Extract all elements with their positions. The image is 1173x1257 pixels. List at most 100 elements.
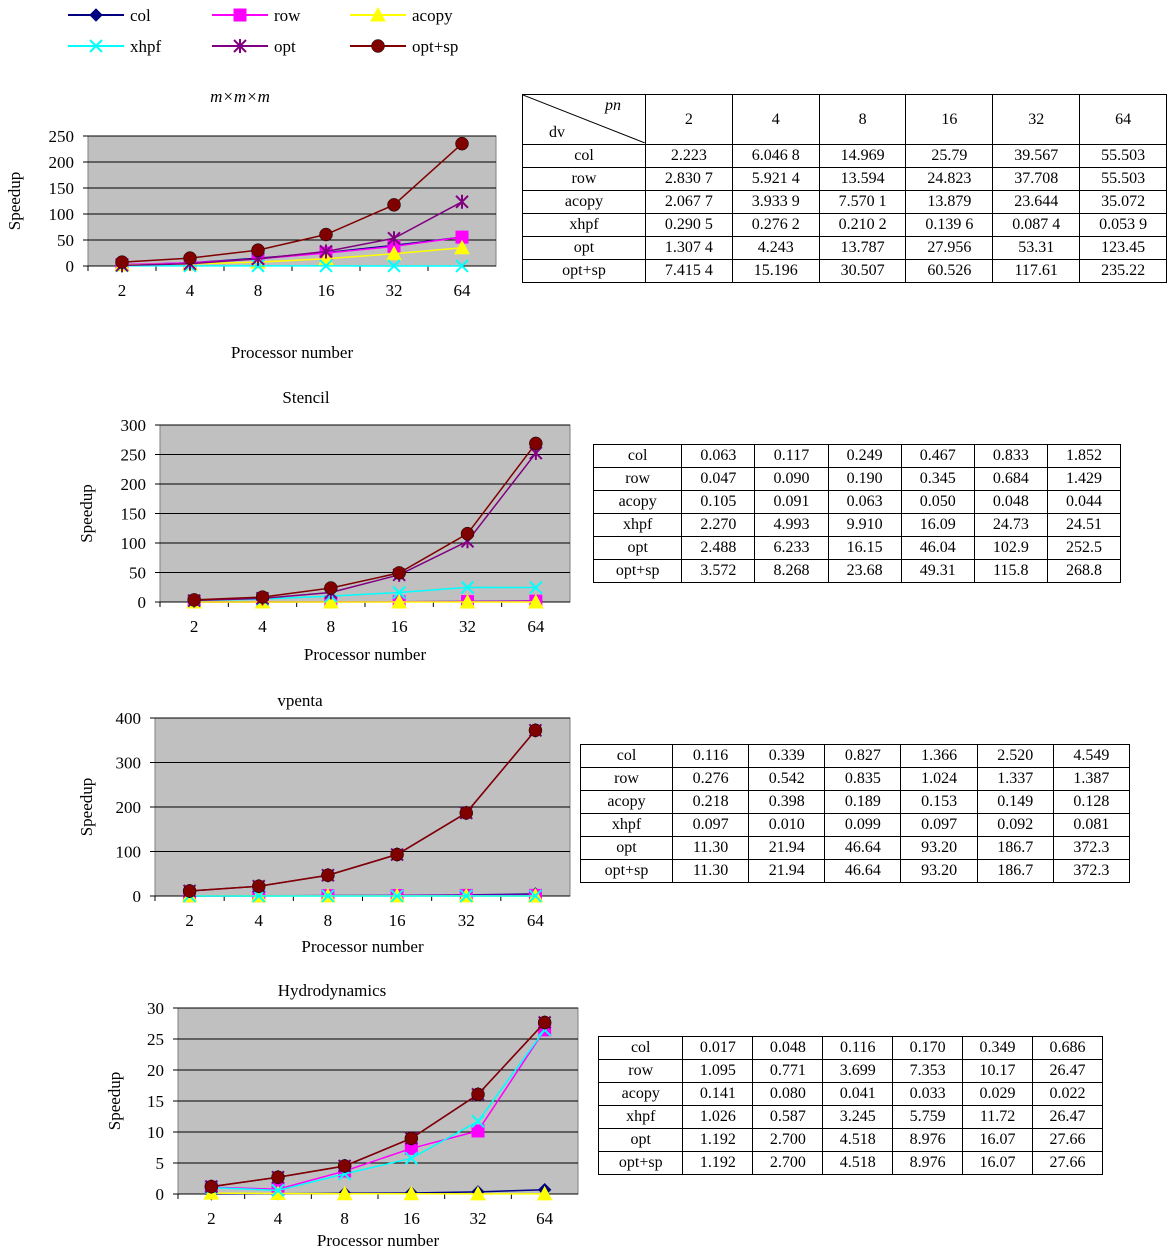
table-row: opt 1.192 2.700 4.518 8.976 16.07 27.66 [597,1128,1103,1152]
row-label-cell: xhpf [579,813,674,837]
value-cell: 0.290 5 [645,213,733,237]
value-cell: 1.387 [1052,767,1131,791]
x-axis-label: Processor number [231,343,354,362]
legend-marker [371,39,385,53]
value-cell: 14.969 [818,144,907,168]
data-point [455,194,469,209]
value-cell: 0.139 6 [905,213,994,237]
value-cell: 4.243 [731,236,820,260]
data-point [536,1185,553,1201]
y-tick-label: 250 [49,127,75,146]
row-label-cell: opt+sp [522,259,646,283]
series-acopy [186,593,544,609]
value-cell: 0.116 [822,1036,894,1060]
value-cell: 1.095 [682,1059,754,1083]
value-cell: 7.415 4 [645,259,733,283]
chart-title: Stencil [282,388,329,407]
data-point [255,590,270,604]
x-tick-label: 8 [324,911,333,930]
value-cell: 0.097 [900,813,978,837]
data-point [403,1185,420,1201]
table-header-cell: 8 [818,94,907,145]
y-tick-label: 100 [116,843,142,862]
row-label-cell: xhpf [522,213,646,237]
value-cell: 1.429 [1046,467,1122,491]
corner-label-bottom: dv [549,124,565,141]
chart-legend: col row acopy xhpf opt opt+sp [68,6,458,56]
chart-mxmxm: 0 50 100 150 200 250 2 4 8 16 32 64 m×m×m Processor n… [5,87,497,362]
x-tick-label: 4 [274,1209,283,1228]
data-point [392,585,406,600]
value-cell: 16.09 [900,513,975,537]
row-label-cell: col [579,744,674,768]
value-cell: 26.47 [1032,1105,1103,1129]
value-cell: 0.153 [900,790,978,814]
chart-stencil: 0 50 100 150 200 250 300 2 4 8 16 32 64 Stencil Proces… [77,388,571,664]
table-row: col 2.223 6.046 8 14.969 25.79 39.567 55.503 [522,144,1167,168]
table-row: opt 11.30 21.94 46.64 93.20 186.7 372.3 [579,836,1131,860]
value-cell: 1.366 [900,744,978,768]
row-label-cell: xhpf [597,1105,684,1129]
data-point [392,566,406,580]
x-tick-label: 32 [459,617,476,636]
x-axis-label: Processor number [304,645,427,664]
value-cell: 13.594 [818,167,907,191]
value-cell: 2.488 [681,536,756,560]
value-cell: 0.017 [682,1036,754,1060]
value-cell: 0.170 [892,1036,964,1060]
row-label-cell: row [597,1059,684,1083]
chart-title: m×m×m [210,87,270,106]
value-cell: 8.976 [892,1128,964,1152]
table-header-cell: 2 [645,94,733,145]
value-cell: 123.45 [1079,236,1167,260]
series-line [189,729,536,892]
value-cell: 11.30 [672,836,750,860]
series-line [121,143,463,263]
table-row: row 0.276 0.542 0.835 1.024 1.337 1.387 [579,767,1131,791]
data-point [271,1183,285,1198]
y-tick-label: 30 [147,999,164,1018]
value-cell: 4.518 [822,1128,894,1152]
row-label-cell: opt+sp [592,559,683,583]
data-point [460,526,475,541]
row-label-cell: row [522,167,646,191]
x-tick-label: 64 [454,281,472,300]
legend-marker [89,39,103,53]
y-tick-label: 300 [121,416,147,435]
series-opt-plus-sp [204,1015,552,1194]
table-row: opt 2.488 6.233 16.15 46.04 102.9 252.5 [592,536,1122,560]
series-line [211,1029,546,1192]
y-tick-label: 50 [57,231,74,250]
value-cell: 49.31 [900,559,975,583]
value-cell: 0.339 [748,744,826,768]
value-cell: 93.20 [900,836,978,860]
value-cell: 0.218 [672,790,750,814]
table-row: col 0.116 0.339 0.827 1.366 2.520 4.549 [579,744,1131,768]
series-line [194,452,537,602]
value-cell: 8.976 [892,1151,964,1175]
value-cell: 115.8 [973,559,1048,583]
table-row: opt+sp 7.415 4 15.196 30.507 60.526 117.61 235… [522,259,1167,283]
value-cell: 7.570 1 [818,190,907,214]
value-cell: 7.353 [892,1059,964,1083]
value-cell: 0.047 [681,467,756,491]
x-tick-label: 2 [190,617,199,636]
data-point [459,593,476,609]
data-point [336,1185,353,1201]
corner-label-top: pn [605,97,621,114]
table-row: acopy 0.218 0.398 0.189 0.153 0.149 0.128 [579,790,1131,814]
x-tick-label: 4 [258,617,267,636]
series-line [211,1021,546,1188]
series-line [211,1192,545,1195]
data-point [390,889,404,903]
data-point [455,136,469,151]
value-cell: 24.823 [905,167,994,191]
value-cell: 37.708 [992,167,1081,191]
value-cell: 0.022 [1032,1082,1103,1106]
value-cell: 4.549 [1052,744,1131,768]
value-cell: 4.518 [822,1151,894,1175]
table-header-cell: 64 [1079,94,1167,145]
value-cell: 26.47 [1032,1059,1103,1083]
table-row: opt+sp 3.572 8.268 23.68 49.31 115.8 268.8 [592,559,1122,583]
